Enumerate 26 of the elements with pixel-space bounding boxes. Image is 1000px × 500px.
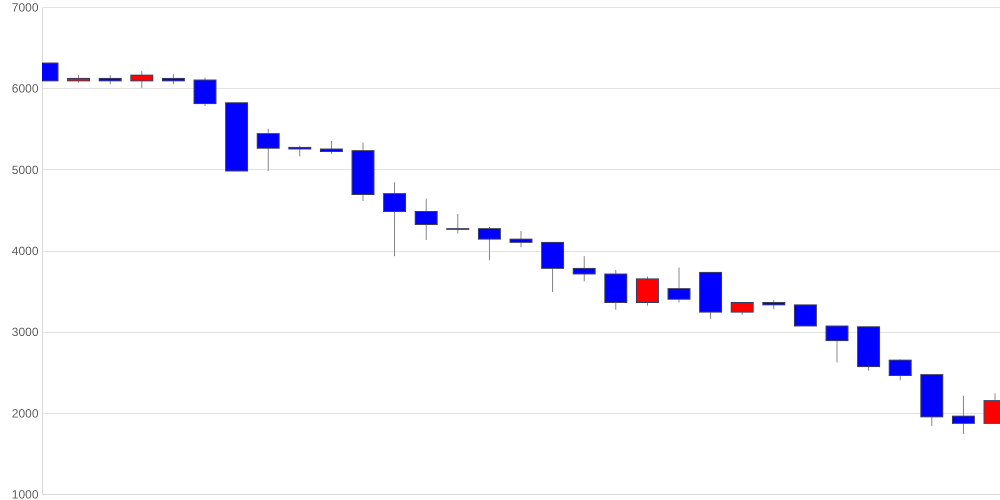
y-tick-label: 4000 (12, 244, 39, 258)
y-tick-label: 6000 (12, 82, 39, 96)
candlestick (288, 145, 312, 157)
y-tick-label: 7000 (12, 0, 39, 14)
candlestick (794, 304, 817, 326)
candlestick (130, 70, 154, 89)
candlestick (636, 276, 659, 306)
candlestick (668, 267, 690, 303)
candlestick (162, 74, 185, 85)
candlestick (888, 358, 912, 381)
y-tick-label: 2000 (12, 406, 39, 420)
candlestick (256, 128, 280, 172)
y-tick-label: 1000 (12, 488, 39, 500)
y-tick-label: 3000 (12, 325, 39, 340)
candlestick (510, 230, 532, 248)
candlestick (320, 140, 343, 154)
candlestick (194, 77, 216, 107)
y-tick-label: 5000 (12, 162, 39, 177)
candlestick (383, 182, 406, 257)
candlestick (478, 226, 501, 261)
candlestick (572, 256, 596, 282)
candlestick (414, 198, 438, 240)
candlestick (826, 325, 848, 364)
candlestick (446, 213, 470, 234)
candlestick (952, 395, 975, 434)
candlestick (730, 302, 754, 316)
